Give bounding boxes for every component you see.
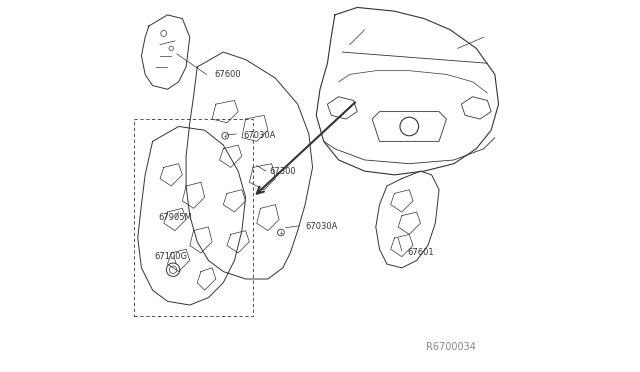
Text: 67300: 67300 [270,167,296,176]
Text: 67100G: 67100G [154,252,188,261]
Text: 67030A: 67030A [305,222,337,231]
Text: 67601: 67601 [408,248,434,257]
Text: 67905M: 67905M [158,213,192,222]
Text: R6700034: R6700034 [426,341,476,352]
Text: 67600: 67600 [214,70,241,79]
Text: 67030A: 67030A [244,131,276,140]
